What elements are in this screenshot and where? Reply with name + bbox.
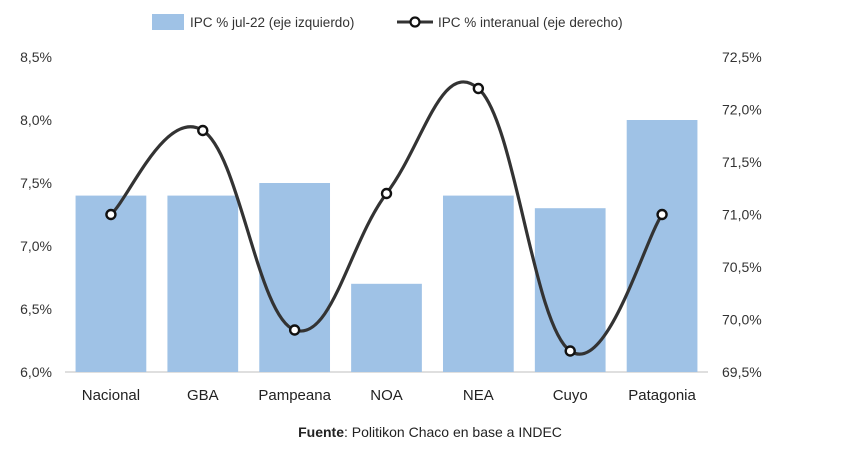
line-point	[288, 324, 301, 336]
bar	[626, 120, 698, 372]
right-tick-label: 72,0%	[722, 102, 762, 118]
source-label: Fuente	[298, 424, 344, 440]
right-tick-label: 69,5%	[722, 364, 762, 380]
right-axis: 69,5% 70,0% 70,5% 71,0% 71,5% 72,0% 72,5%	[722, 49, 762, 380]
line-point	[472, 82, 485, 95]
bar	[534, 208, 606, 372]
category-label: NEA	[463, 387, 494, 404]
bar	[75, 195, 147, 372]
left-tick-label: 7,5%	[20, 175, 52, 191]
line-point	[197, 124, 209, 137]
right-tick-label: 72,5%	[722, 49, 762, 65]
line-point	[564, 345, 576, 357]
line-point	[656, 208, 668, 221]
category-labels: Nacional GBA Pampeana NOA NEA Cuyo Patagonia	[82, 387, 697, 404]
right-tick-label: 70,0%	[722, 312, 762, 328]
legend: IPC % jul-22 (eje izquierdo) IPC % inter…	[152, 14, 623, 30]
left-tick-label: 8,5%	[20, 49, 52, 65]
right-tick-label: 71,5%	[722, 154, 762, 170]
category-label: Cuyo	[553, 387, 588, 404]
right-tick-label: 70,5%	[722, 259, 762, 275]
legend-label-line: IPC % interanual (eje derecho)	[438, 15, 623, 30]
legend-label-bar: IPC % jul-22 (eje izquierdo)	[190, 15, 354, 30]
right-tick-label: 71,0%	[722, 207, 762, 223]
left-axis: 6,0% 6,5% 7,0% 7,5% 8,0% 8,5%	[20, 49, 52, 380]
category-label: NOA	[370, 387, 403, 404]
bar-series	[75, 120, 698, 372]
line-points	[105, 82, 668, 357]
source-note: Fuente: Politikon Chaco en base a INDEC	[0, 424, 860, 440]
left-tick-label: 6,0%	[20, 364, 52, 380]
bar	[259, 183, 331, 372]
left-tick-label: 6,5%	[20, 301, 52, 317]
source-text: : Politikon Chaco en base a INDEC	[344, 424, 562, 440]
category-label: GBA	[187, 387, 219, 404]
category-label: Patagonia	[628, 387, 696, 404]
legend-marker-line	[409, 16, 421, 28]
line-point	[380, 187, 393, 200]
line-point	[105, 208, 117, 221]
combo-chart: 6,0% 6,5% 7,0% 7,5% 8,0% 8,5% 69,5% 70,0% 70,5%…	[20, 14, 762, 404]
left-tick-label: 7,0%	[20, 238, 52, 254]
bar	[351, 283, 422, 372]
bar	[167, 195, 239, 372]
left-tick-label: 8,0%	[20, 112, 52, 128]
legend-swatch-bar	[152, 14, 184, 30]
bar	[442, 195, 514, 372]
category-label: Pampeana	[258, 387, 331, 404]
category-label: Nacional	[82, 387, 140, 404]
